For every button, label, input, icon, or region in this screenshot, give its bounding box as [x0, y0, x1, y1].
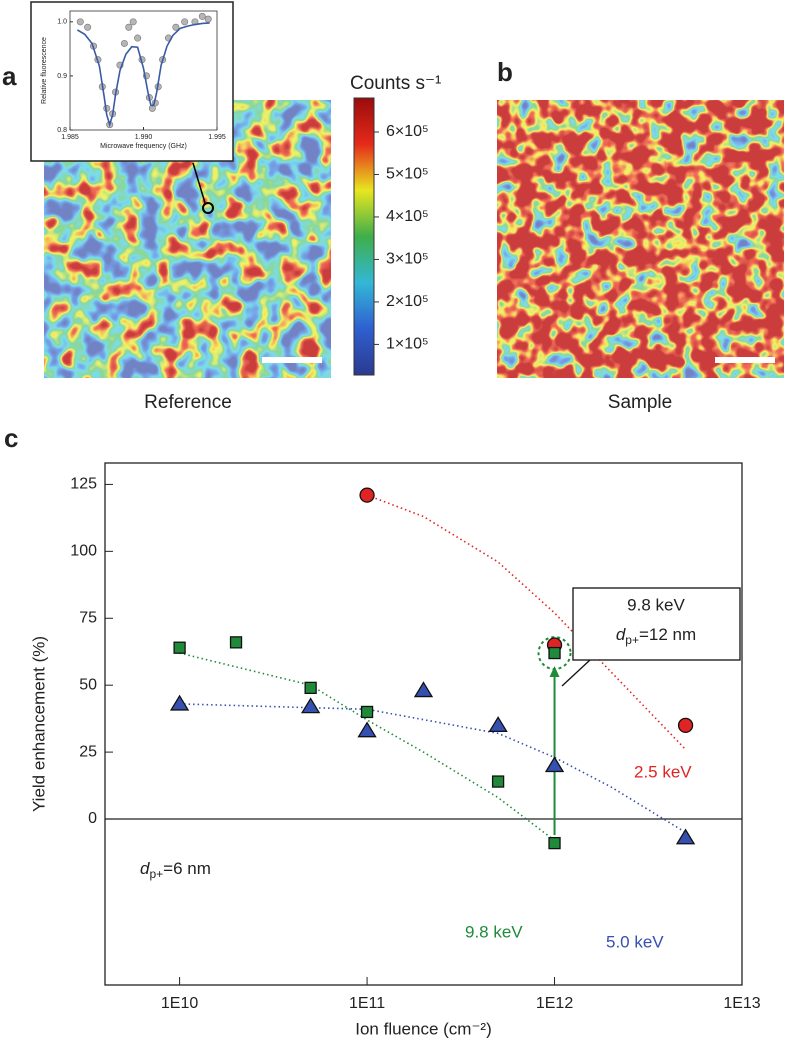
colorbar-tick-label: 5×10⁵	[386, 166, 429, 183]
marker-triangle	[488, 716, 508, 732]
data-point	[84, 23, 92, 31]
data-point	[172, 23, 180, 31]
data-point	[125, 23, 133, 31]
marker-square	[173, 641, 186, 654]
arrow-head	[549, 666, 560, 678]
marker-square	[491, 775, 505, 788]
annotation-subscript: p+	[149, 867, 163, 881]
marker-triangle	[169, 694, 190, 711]
marker-circle	[677, 717, 694, 733]
highlight-ring	[537, 636, 572, 671]
panel-label: c	[4, 423, 18, 453]
trend-line	[366, 494, 687, 750]
x-axis-title: Microwave frequency (GHz)	[100, 143, 187, 150]
annotation-subscript: p+	[625, 633, 639, 647]
colorbar-tick-label: 6×10⁵	[386, 123, 429, 140]
colorbar-title: Counts s⁻¹	[350, 73, 441, 94]
series-label: 9.8 keV	[465, 922, 523, 941]
annotation-text: 9.8 keV	[627, 595, 685, 614]
y-tick-label: 0.8	[57, 127, 67, 134]
fit-line	[76, 22, 210, 128]
data-point	[76, 18, 84, 26]
scatter-chart: 1E10 1E11 1E12 1E13 0 25 50 75 100 125 Ion fluence…	[29, 462, 761, 1038]
data-point	[204, 15, 212, 23]
annotation-italic: d	[140, 859, 150, 878]
panel-label: b	[497, 57, 513, 87]
x-tick-label: 1E13	[723, 995, 760, 1012]
colorbar-tick-label: 3×10⁵	[386, 251, 429, 268]
y-axis-title: Yield enhancement (%)	[29, 636, 48, 812]
caption: Reference	[144, 392, 232, 413]
colorbar-tick-label: 1×10⁵	[386, 336, 429, 353]
heatmap-sample	[496, 99, 785, 379]
data-point	[181, 18, 189, 26]
series-label: 5.0 keV	[606, 932, 664, 951]
y-tick-label: 50	[79, 676, 97, 693]
marked-spot	[202, 202, 214, 214]
panel-label: a	[2, 61, 17, 91]
y-tick-label: 75	[79, 609, 97, 626]
marker-triangle	[544, 756, 565, 773]
y-tick-label: 25	[79, 743, 97, 760]
x-axis-title: Ion fluence (cm⁻²)	[355, 1019, 492, 1038]
data-point	[134, 34, 142, 42]
marker-triangle	[300, 697, 321, 714]
marker-triangle	[675, 828, 696, 845]
annotation-italic: d	[616, 625, 626, 644]
caption: Sample	[608, 392, 672, 413]
marker-circle	[359, 487, 375, 503]
inset-chart: 1.985 1.990 1.995 0.8 0.9 1.0 Microwave freque…	[41, 10, 226, 150]
annotation-rest: =6 nm	[163, 859, 211, 878]
y-tick-label: 100	[70, 543, 97, 560]
x-tick-label: 1.995	[208, 134, 226, 141]
colorbar-tick-label: 2×10⁵	[386, 293, 429, 310]
y-tick-label: 0	[88, 810, 97, 827]
x-tick-label: 1E11	[349, 995, 385, 1012]
colorbar	[353, 97, 375, 376]
annotation-leader	[561, 659, 591, 687]
y-tick-label: 1.0	[57, 19, 67, 26]
scale-bar	[262, 357, 322, 363]
marker-square	[304, 681, 317, 695]
data-point	[198, 12, 206, 20]
marker-square	[360, 705, 374, 719]
trend-line	[179, 703, 686, 834]
annotation-text: dp+=12 nm	[616, 625, 696, 647]
colorbar-tick-label: 4×10⁵	[386, 208, 429, 225]
colorbar-axis: Counts s⁻¹ 1×10⁵ 2×10⁵ 3×10⁵ 4×10⁵ 5×10⁵ 6×10⁵	[350, 73, 441, 353]
annotation-rest: =12 nm	[639, 625, 696, 644]
marker-square	[229, 636, 243, 649]
y-tick-label: 125	[70, 476, 97, 493]
x-tick-label: 1.990	[135, 134, 153, 141]
x-tick-label: 1.985	[61, 134, 79, 141]
series-label: 2.5 keV	[634, 762, 692, 781]
annotation-box	[572, 587, 741, 661]
marker-triangle	[357, 721, 377, 738]
plot-frame	[104, 462, 743, 986]
data-point	[120, 39, 128, 47]
scale-bar	[715, 357, 775, 363]
data-point	[129, 18, 137, 26]
y-tick-label: 0.9	[57, 73, 67, 80]
x-tick-label: 1E12	[536, 995, 573, 1012]
inset-connector	[192, 162, 206, 204]
marker-square	[548, 836, 561, 850]
y-axis-title: Relative fluorescence	[41, 37, 48, 104]
trend-line	[179, 652, 556, 842]
marker-triangle	[413, 681, 434, 698]
marker-square	[548, 646, 561, 660]
annotation-text: dp+=6 nm	[140, 859, 211, 881]
x-tick-label: 1E10	[161, 995, 198, 1012]
